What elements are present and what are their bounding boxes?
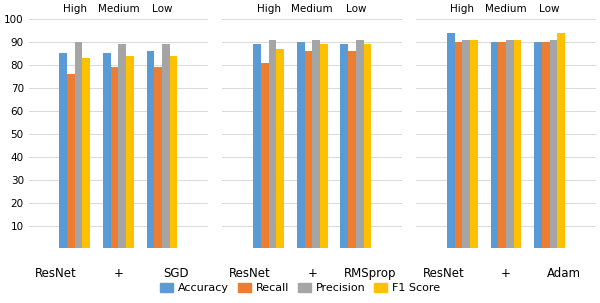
Bar	[514, 40, 521, 248]
Text: RMSprop: RMSprop	[343, 267, 396, 280]
Bar	[534, 42, 542, 248]
Bar	[118, 44, 126, 248]
Bar	[154, 67, 162, 248]
Text: +: +	[307, 267, 317, 280]
Bar	[320, 44, 328, 248]
Text: ResNet: ResNet	[35, 267, 76, 280]
Bar	[75, 42, 82, 248]
Bar	[348, 51, 356, 248]
Bar	[463, 40, 470, 248]
Bar	[550, 40, 557, 248]
Bar	[455, 42, 463, 248]
Bar	[340, 44, 348, 248]
Bar	[491, 42, 499, 248]
Bar	[146, 51, 154, 248]
Bar	[261, 63, 269, 248]
Text: Adam: Adam	[547, 267, 581, 280]
Bar	[447, 33, 455, 248]
Bar	[126, 56, 134, 248]
Bar	[269, 40, 277, 248]
Bar	[111, 67, 118, 248]
Bar	[253, 44, 261, 248]
Text: SGD: SGD	[163, 267, 188, 280]
Bar	[297, 42, 305, 248]
Bar	[542, 42, 550, 248]
Bar	[103, 53, 111, 248]
Text: ResNet: ResNet	[229, 267, 270, 280]
Bar	[557, 33, 565, 248]
Text: +: +	[501, 267, 511, 280]
Bar	[356, 40, 364, 248]
Text: ResNet: ResNet	[422, 267, 464, 280]
Legend: Accuracy, Recall, Precision, F1 Score: Accuracy, Recall, Precision, F1 Score	[155, 278, 445, 298]
Bar	[312, 40, 320, 248]
Bar	[67, 74, 75, 248]
Bar	[364, 44, 371, 248]
Bar	[82, 58, 90, 248]
Bar	[499, 42, 506, 248]
Bar	[506, 40, 514, 248]
Bar	[162, 44, 170, 248]
Bar	[277, 49, 284, 248]
Text: +: +	[113, 267, 124, 280]
Bar	[305, 51, 312, 248]
Bar	[170, 56, 178, 248]
Bar	[470, 40, 478, 248]
Bar	[59, 53, 67, 248]
